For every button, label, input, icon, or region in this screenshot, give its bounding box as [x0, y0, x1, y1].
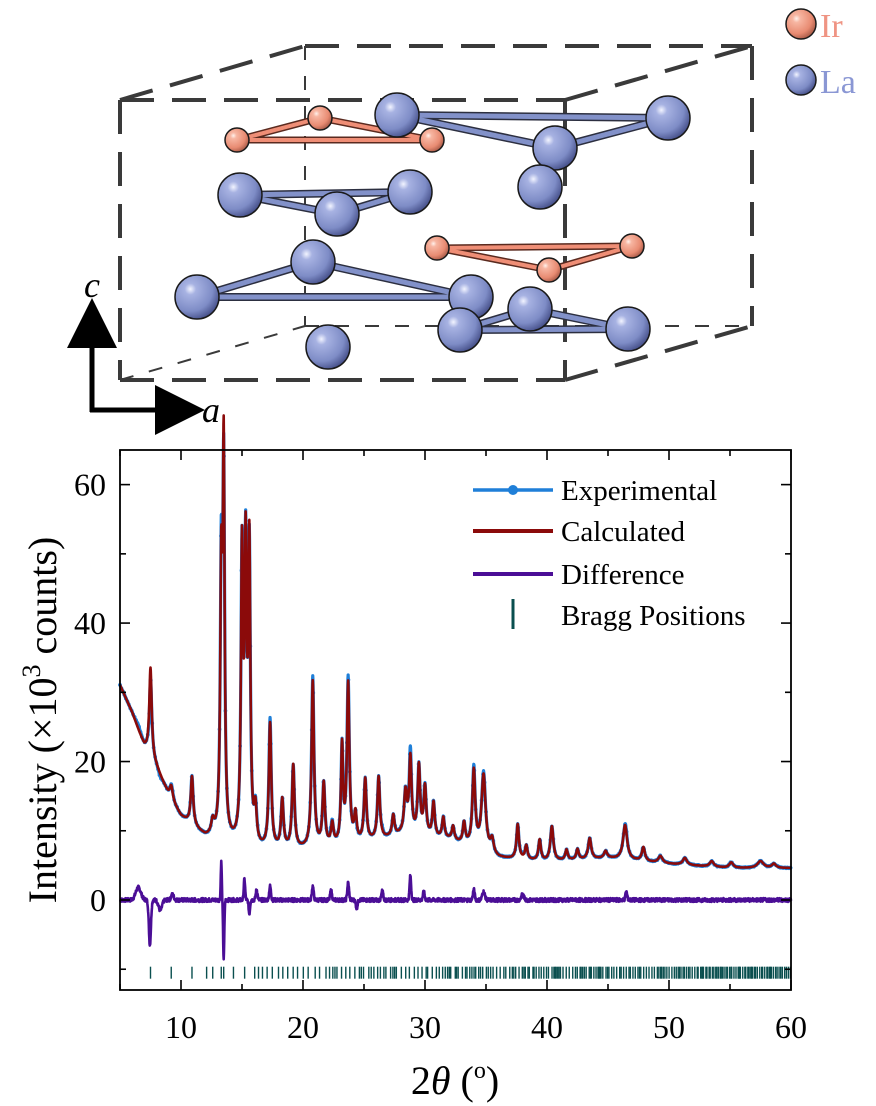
chart-legend: Experimental Calculated Difference Bragg…	[473, 475, 746, 632]
x-tick-label: 40	[531, 1009, 563, 1045]
legend-difference-label: Difference	[561, 559, 684, 591]
la-atom	[290, 239, 336, 285]
y-tick-labels: 0 20 40 60	[74, 467, 106, 918]
x-tick-label: 20	[287, 1009, 319, 1045]
axis-ticks	[119, 450, 792, 990]
la-atom	[305, 324, 351, 370]
la-atom	[645, 95, 691, 141]
plot-frame	[119, 449, 792, 991]
la-atom	[437, 307, 483, 353]
ir-atom	[224, 127, 250, 153]
ir-atom	[307, 105, 333, 131]
la-legend-label: La	[820, 64, 856, 101]
ir-bonds-fill	[235, 116, 634, 272]
crystal-axes: c a	[67, 265, 220, 435]
y-tick-label: 60	[74, 467, 106, 503]
plot-series	[118, 414, 793, 979]
y-tick-label: 40	[74, 605, 106, 641]
la-legend-swatch	[785, 64, 817, 96]
la-atom	[507, 286, 553, 332]
ir-legend-label: Ir	[820, 8, 843, 45]
y-tick-label: 0	[90, 882, 106, 918]
la-atom	[217, 172, 263, 218]
legend-calculated-label: Calculated	[561, 516, 686, 548]
ir-legend-swatch	[785, 8, 817, 40]
xrd-chart: 10 20 30 40 50 60 0 20 40 60 2θ (o) Inte…	[17, 414, 807, 1103]
la-atom	[374, 92, 420, 138]
la-atom	[532, 125, 578, 171]
legend-experimental-marker	[508, 485, 518, 495]
ir-atom	[619, 233, 645, 259]
unit-cell-box	[118, 44, 754, 382]
legend-bragg-label: Bragg Positions	[561, 600, 746, 632]
x-tick-label: 30	[409, 1009, 441, 1045]
difference-curve	[118, 859, 793, 961]
calculated-curve	[118, 414, 793, 870]
la-atom	[387, 169, 433, 215]
a-axis-label: a	[202, 390, 220, 430]
la-atom	[174, 274, 220, 320]
crystal-structure: Ir La c a	[67, 8, 856, 435]
x-axis-label: 2θ (o)	[411, 1058, 499, 1103]
la-atom	[517, 164, 563, 210]
legend-experimental-label: Experimental	[561, 475, 717, 507]
x-tick-label: 10	[165, 1009, 197, 1045]
la-atoms	[174, 92, 691, 370]
x-tick-label: 60	[775, 1009, 807, 1045]
y-axis-label: Intensity (×103 counts)	[17, 537, 65, 904]
bragg-positions	[149, 966, 792, 979]
ir-atom	[536, 257, 562, 283]
ir-atom	[424, 235, 450, 261]
la-atom	[605, 306, 651, 352]
structure-legend: Ir La	[785, 8, 856, 101]
unit-cell-hidden-edges	[119, 46, 752, 381]
y-tick-label: 20	[74, 744, 106, 780]
la-atom	[314, 191, 360, 237]
ir-atoms	[224, 105, 645, 283]
c-axis-label: c	[84, 265, 100, 305]
x-tick-labels: 10 20 30 40 50 60	[165, 1009, 807, 1045]
x-tick-label: 50	[653, 1009, 685, 1045]
ir-atom	[419, 127, 445, 153]
